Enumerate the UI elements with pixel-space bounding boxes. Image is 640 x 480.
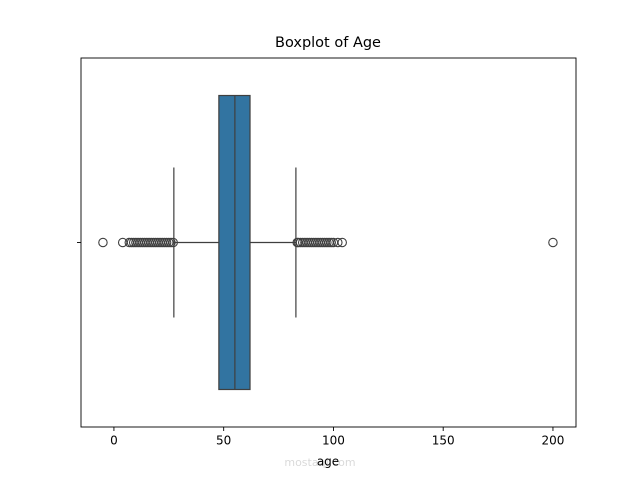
chart-title: Boxplot of Age	[275, 35, 381, 51]
x-tick-label: 50	[216, 434, 231, 448]
outlier	[548, 237, 558, 248]
x-tick-label: 100	[322, 434, 345, 448]
outlier	[333, 237, 343, 248]
x-axis-label: age	[317, 455, 339, 469]
outlier	[337, 237, 347, 248]
x-tick-label: 150	[432, 434, 455, 448]
outlier	[168, 237, 178, 248]
x-tick-label: 0	[110, 434, 118, 448]
x-tick-label: 200	[541, 434, 564, 448]
outlier	[98, 237, 108, 248]
watermark: mostaql.com	[284, 456, 355, 469]
